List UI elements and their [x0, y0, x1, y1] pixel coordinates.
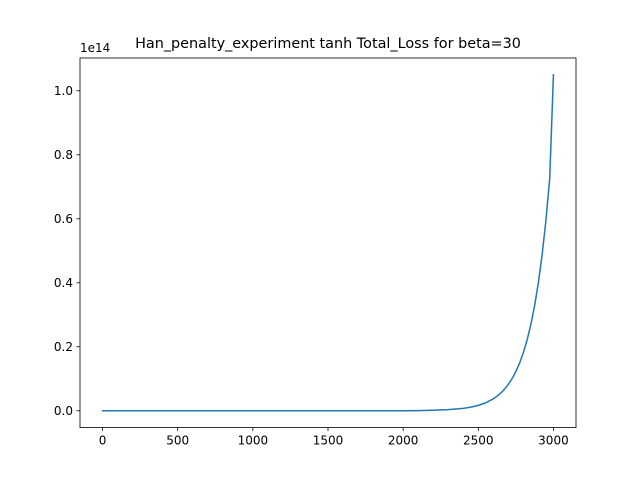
x-tick-label: 1000	[238, 434, 269, 448]
y-tick-label: 0.0	[54, 404, 73, 418]
x-tick-label: 2500	[463, 434, 494, 448]
x-tick-label: 0	[99, 434, 107, 448]
plot-area	[101, 74, 555, 412]
y-axis: 0.0 0.2 0.4 0.6 0.8 1.0	[54, 84, 80, 418]
series-line-0	[101, 74, 555, 412]
axes-frame	[79, 57, 577, 429]
x-tick-label: 3000	[538, 434, 569, 448]
y-tick-label: 0.2	[54, 340, 73, 354]
y-tick-label: 0.4	[54, 276, 73, 290]
chart-title: Han_penalty_experiment tanh Total_Loss f…	[135, 36, 521, 52]
x-tick-label: 2000	[388, 434, 419, 448]
x-axis: 0 500 1000 1500 2000 2500 3000	[99, 427, 569, 448]
x-tick-label: 500	[166, 434, 189, 448]
y-offset-label: 1e14	[80, 41, 110, 55]
y-tick-label: 0.8	[54, 148, 73, 162]
y-tick-label: 1.0	[54, 84, 73, 98]
y-tick-label: 0.6	[54, 212, 73, 226]
x-tick-label: 1500	[313, 434, 344, 448]
